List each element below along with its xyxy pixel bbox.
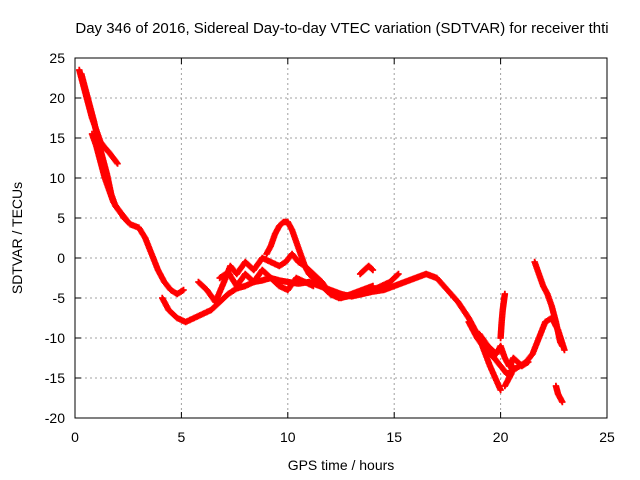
x-tick-label: 5	[178, 429, 186, 445]
data-point	[559, 398, 566, 406]
series-trace-12	[531, 258, 566, 350]
data-point	[561, 346, 568, 354]
data-point	[497, 386, 504, 394]
data-point	[501, 290, 509, 298]
x-axis-ticks: 0 5 10 15 20 25	[71, 58, 615, 445]
y-tick-label: 20	[49, 90, 65, 106]
series-trace-4	[159, 270, 504, 394]
data-point	[368, 265, 376, 273]
y-tick-label: 15	[49, 130, 65, 146]
x-tick-label: 25	[599, 429, 615, 445]
series-trace-9	[465, 314, 568, 378]
data-point	[394, 271, 401, 279]
data-point	[369, 266, 377, 274]
y-tick-label: -10	[45, 330, 65, 346]
y-tick-label: 25	[49, 50, 65, 66]
x-tick-label: 15	[386, 429, 402, 445]
data-point	[525, 358, 532, 366]
y-tick-label: -5	[53, 290, 66, 306]
data-point	[310, 282, 317, 290]
data-point	[125, 218, 132, 226]
series-trace-6	[263, 218, 377, 302]
data-point	[114, 160, 121, 167]
x-tick-label: 0	[71, 429, 79, 445]
series-trace-14	[501, 362, 517, 390]
x-tick-label: 10	[280, 429, 296, 445]
data-point	[369, 282, 377, 290]
y-tick-label: -15	[45, 370, 65, 386]
data-point	[395, 270, 402, 278]
y-axis-label: SDTVAR / TECUs	[9, 182, 25, 294]
y-axis-ticks: -20 -15 -10 -5 0 5 10 15 20 25	[45, 50, 607, 426]
data-points	[76, 66, 568, 406]
series-trace-3	[88, 130, 132, 226]
data-point	[180, 286, 187, 294]
series-trace-11	[497, 290, 509, 342]
y-tick-label: 5	[57, 210, 65, 226]
series-trace-2	[78, 70, 187, 298]
x-tick-label: 20	[493, 429, 509, 445]
series-trace-10	[476, 330, 532, 370]
data-point	[510, 362, 517, 370]
series-trace-13	[552, 382, 566, 406]
data-point	[559, 342, 566, 350]
y-tick-label: 10	[49, 170, 65, 186]
x-axis-label: GPS time / hours	[288, 457, 395, 473]
chart-title: Day 346 of 2016, Sidereal Day-to-day VTE…	[75, 20, 608, 37]
y-tick-label: -20	[45, 410, 65, 426]
series-trace-7	[216, 266, 317, 294]
plot-frame	[74, 57, 608, 419]
data-point	[124, 217, 131, 225]
series-trace-8	[356, 262, 377, 278]
y-tick-label: 0	[57, 250, 65, 266]
